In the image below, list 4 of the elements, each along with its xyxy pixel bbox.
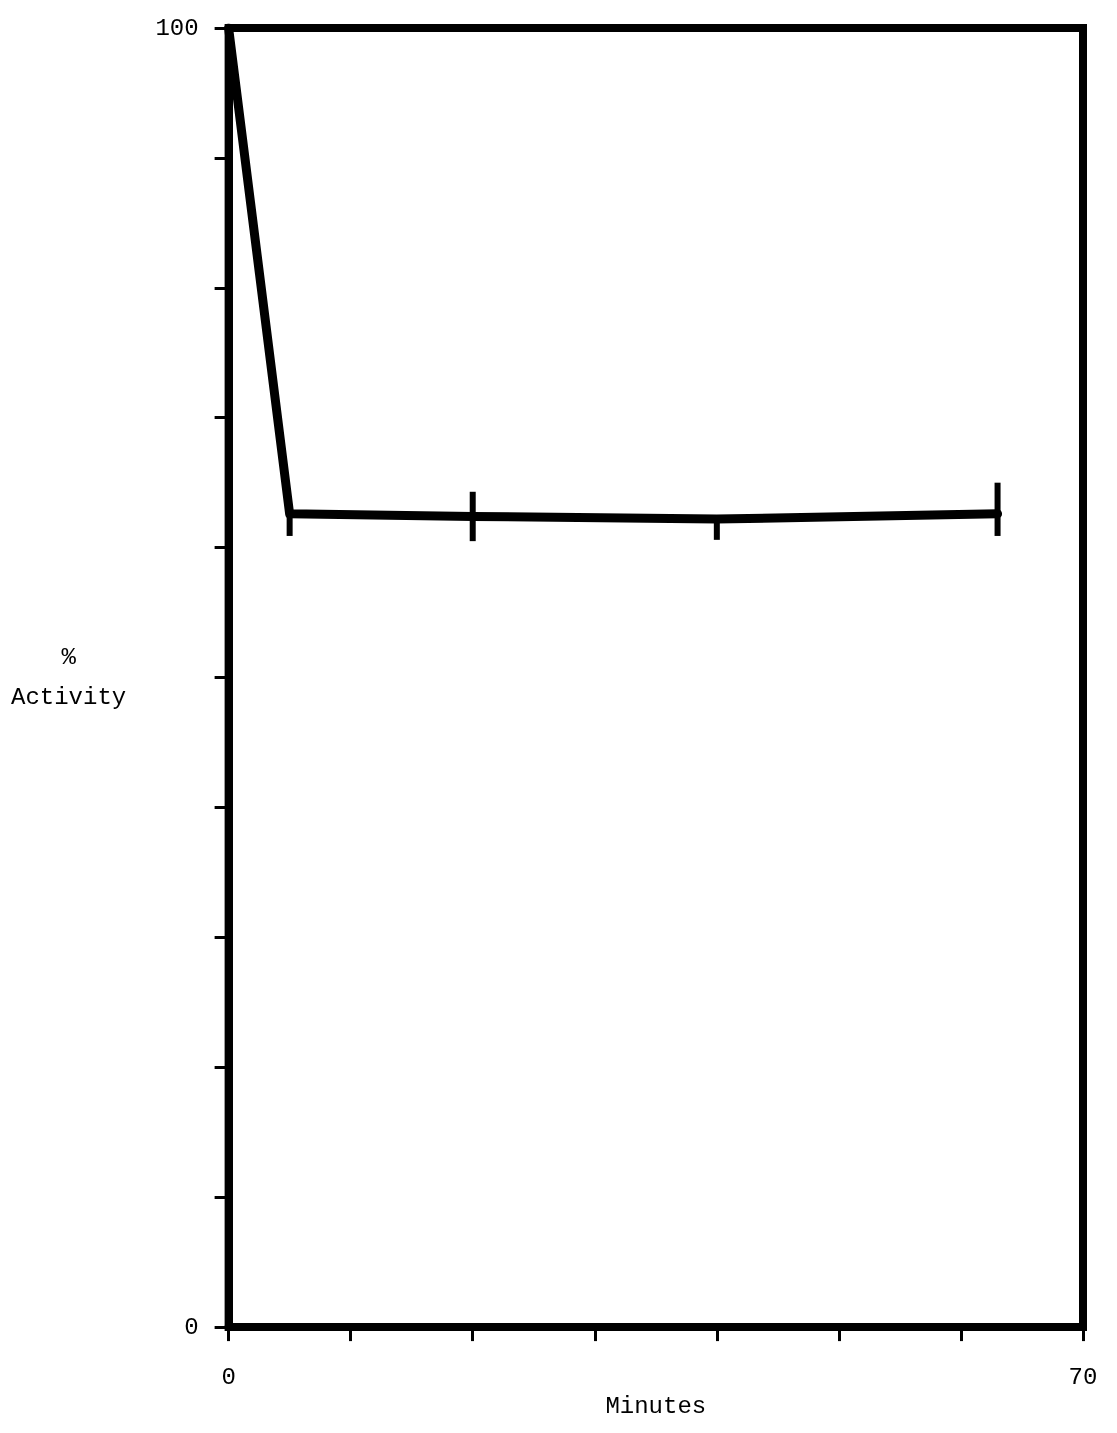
x-tick-label: 70 [1068,1363,1098,1391]
y-axis-title: % Activity [11,644,127,712]
y-tick-label: 100 [155,14,199,42]
x-axis-title: Minutes [605,1392,707,1420]
